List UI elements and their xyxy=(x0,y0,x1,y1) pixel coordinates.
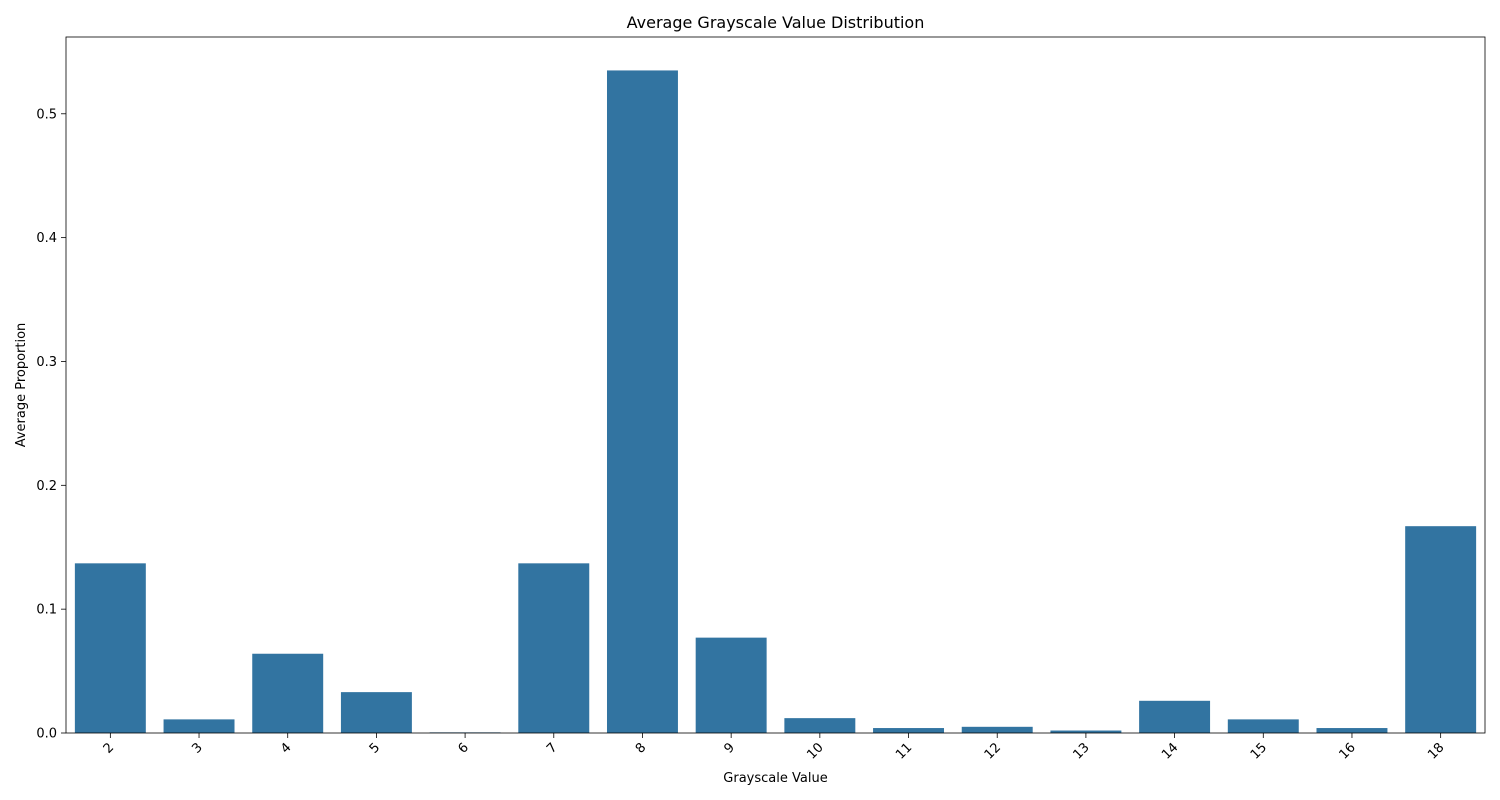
x-tick-label: 5 xyxy=(367,740,383,756)
x-tick-label: 11 xyxy=(893,740,915,762)
x-tick-label: 14 xyxy=(1159,740,1181,762)
bar-3 xyxy=(163,719,235,733)
x-tick-label: 16 xyxy=(1336,740,1358,762)
bar-13 xyxy=(1050,730,1122,733)
bar-9 xyxy=(695,637,767,733)
bar-4 xyxy=(252,653,324,733)
bar-12 xyxy=(961,726,1033,733)
y-tick-label: 0.0 xyxy=(36,727,57,742)
y-axis: 0.0 0.1 0.2 0.3 0.4 0.5 xyxy=(36,107,66,742)
y-tick-label: 0.1 xyxy=(36,603,57,618)
chart-title: Average Grayscale Value Distribution xyxy=(627,13,925,32)
x-tick-label: 7 xyxy=(544,740,560,756)
y-tick-label: 0.2 xyxy=(36,479,57,494)
y-tick-label: 0.4 xyxy=(36,231,57,246)
bars-group xyxy=(74,70,1477,733)
x-tick-label: 6 xyxy=(455,740,471,756)
x-tick-label: 8 xyxy=(633,740,649,756)
x-tick-label: 12 xyxy=(982,740,1004,762)
bar-10 xyxy=(784,718,856,733)
x-tick-label: 4 xyxy=(278,740,294,756)
x-axis: 2 3 4 5 6 7 8 9 10 11 12 13 14 15 16 18 xyxy=(101,733,1447,763)
x-tick-label: 10 xyxy=(804,740,826,762)
x-tick-label: 9 xyxy=(722,740,738,756)
bar-5 xyxy=(340,692,412,733)
x-tick-label: 3 xyxy=(189,740,205,756)
y-axis-title: Average Proportion xyxy=(14,323,29,448)
bar-15 xyxy=(1227,719,1299,733)
bar-7 xyxy=(518,563,590,733)
plot-frame xyxy=(65,36,1486,734)
bar-18 xyxy=(1405,526,1477,733)
x-tick-label: 13 xyxy=(1070,740,1092,762)
bar-14 xyxy=(1139,700,1211,733)
x-tick-label: 2 xyxy=(101,740,117,756)
x-axis-title: Grayscale Value xyxy=(723,771,827,786)
bar-11 xyxy=(873,728,945,733)
bar-16 xyxy=(1316,728,1388,733)
x-tick-label: 18 xyxy=(1425,740,1447,762)
y-tick-label: 0.3 xyxy=(36,355,57,370)
bar-2 xyxy=(74,563,146,733)
x-tick-label: 15 xyxy=(1248,740,1270,762)
bar-8 xyxy=(606,70,678,733)
y-tick-label: 0.5 xyxy=(36,107,57,122)
